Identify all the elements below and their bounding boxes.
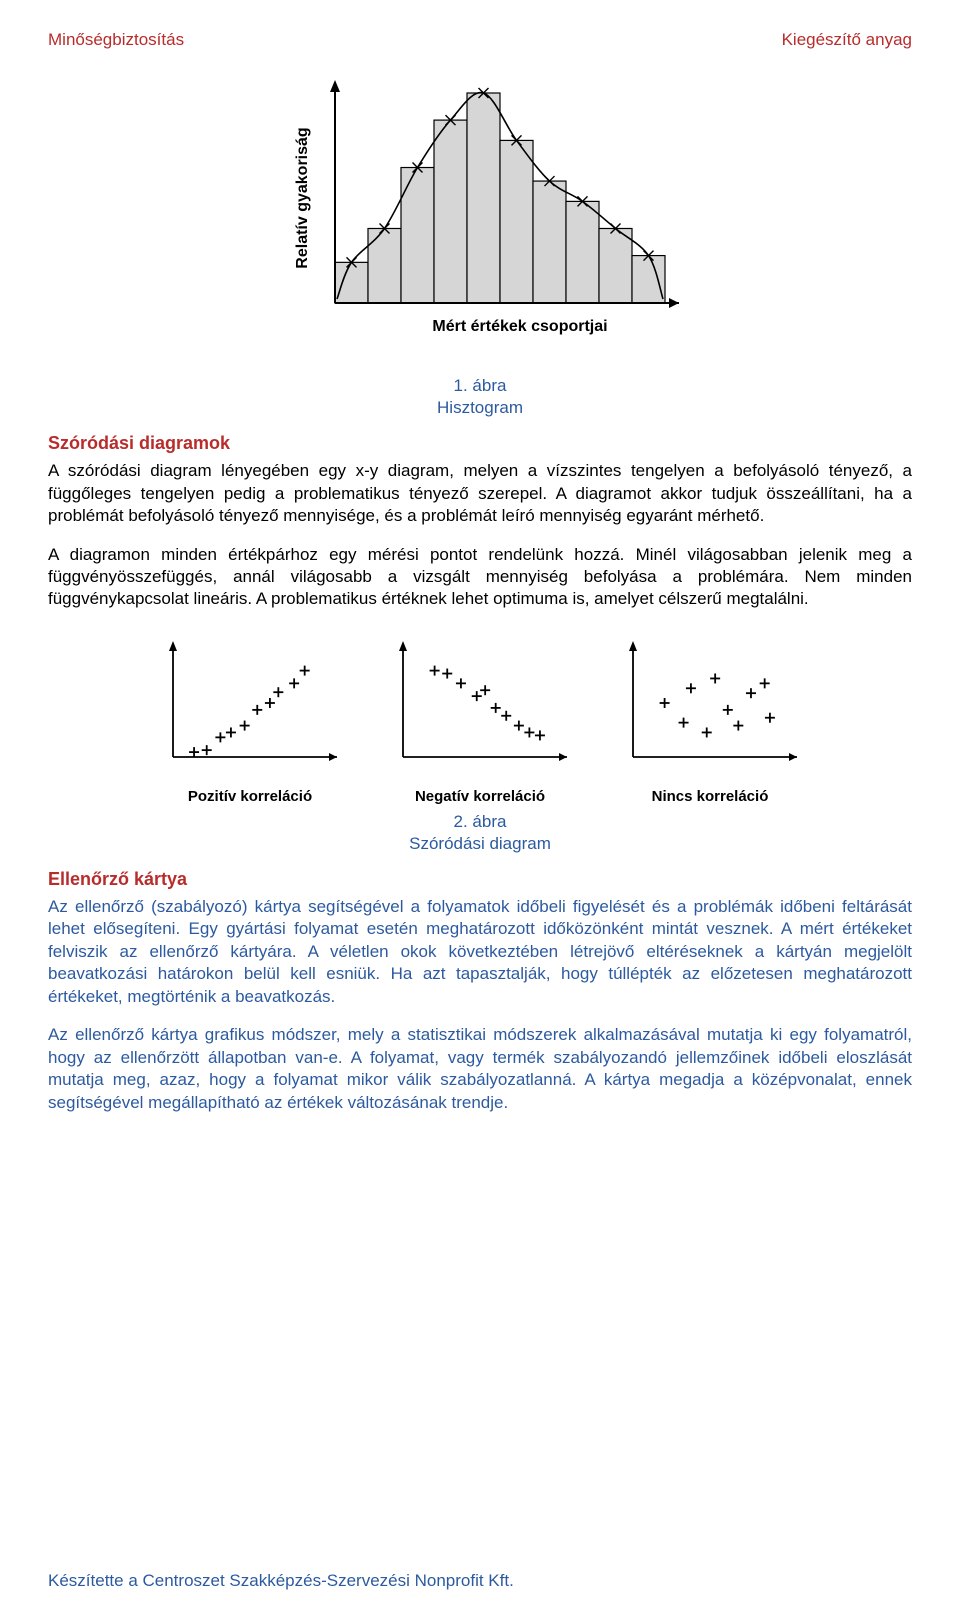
section-scatter-title: Szóródási diagramok (48, 433, 912, 454)
paragraph-2: A diagramon minden értékpárhoz egy mérés… (48, 544, 912, 611)
scatter-positive: Pozitív korreláció (155, 635, 345, 805)
scatter-label-negative: Negatív korreláció (385, 788, 575, 805)
scatter-negative: Negatív korreláció (385, 635, 575, 805)
scatter-figure-row: Pozitív korreláció Negatív korreláció Ni… (48, 635, 912, 805)
paragraph-3: Az ellenőrző (szabályozó) kártya segítsé… (48, 896, 912, 1008)
scatter-chart-none (615, 635, 805, 775)
scatter-chart-positive (155, 635, 345, 775)
paragraph-4: Az ellenőrző kártya grafikus módszer, me… (48, 1024, 912, 1114)
scatter-label-none: Nincs korreláció (615, 788, 805, 805)
svg-text:Relatív gyakoriság: Relatív gyakoriság (294, 127, 311, 268)
figure2-caption: 2. ábra Szóródási diagram (48, 811, 912, 855)
figure1-number: 1. ábra (454, 376, 507, 395)
header-right: Kiegészítő anyag (782, 30, 912, 50)
figure1-caption: 1. ábra Hisztogram (48, 375, 912, 419)
paragraph-1: A szóródási diagram lényegében egy x-y d… (48, 460, 912, 527)
figure1-title: Hisztogram (437, 398, 523, 417)
histogram-chart: Mért értékek csoportjai Relatív gyakorisá… (265, 68, 695, 358)
scatter-label-positive: Pozitív korreláció (155, 788, 345, 805)
svg-text:Mért értékek csoportjai: Mért értékek csoportjai (432, 318, 607, 335)
scatter-none: Nincs korreláció (615, 635, 805, 805)
histogram-figure: Mért értékek csoportjai Relatív gyakorisá… (48, 68, 912, 363)
header-left: Minőségbiztosítás (48, 30, 184, 50)
figure2-title: Szóródási diagram (409, 834, 551, 853)
figure2-number: 2. ábra (454, 812, 507, 831)
scatter-chart-negative (385, 635, 575, 775)
section-control-title: Ellenőrző kártya (48, 869, 912, 890)
page-header: Minőségbiztosítás Kiegészítő anyag (48, 30, 912, 50)
page-footer: Készítette a Centroszet Szakképzés-Szerv… (48, 1571, 514, 1591)
